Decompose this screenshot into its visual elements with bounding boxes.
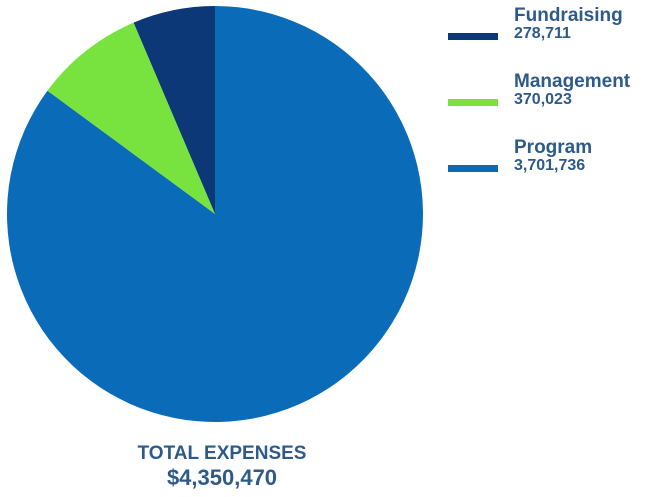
legend-item-program: Program 3,701,736 [448, 138, 648, 204]
pie-slice-management [47, 22, 216, 215]
legend-swatch-management [448, 99, 498, 106]
legend-name: Management [514, 71, 631, 92]
legend-value: 370,023 [514, 91, 572, 108]
legend-label-management: Management 370,023 [514, 72, 630, 108]
pie-slice-program [6, 6, 423, 423]
legend-swatch-fundraising [448, 33, 498, 40]
legend-item-fundraising: Fundraising 278,711 [448, 6, 648, 72]
total-expenses-value: $4,350,470 [166, 465, 278, 490]
legend-value: 278,711 [514, 25, 571, 42]
legend-name: Fundraising [514, 5, 623, 26]
legend-swatch-program [448, 165, 498, 172]
legend-label-fundraising: Fundraising 278,711 [514, 6, 623, 42]
legend-value: 3,701,736 [514, 157, 586, 174]
legend-item-management: Management 370,023 [448, 72, 648, 138]
expenses-pie-chart [6, 6, 423, 423]
legend-label-program: Program 3,701,736 [514, 138, 592, 174]
total-expenses-label: TOTAL EXPENSES [137, 443, 307, 464]
pie-slice-fundraising [133, 6, 215, 214]
legend: Fundraising 278,711 Management 370,023 P… [448, 6, 648, 204]
legend-name: Program [514, 137, 593, 158]
